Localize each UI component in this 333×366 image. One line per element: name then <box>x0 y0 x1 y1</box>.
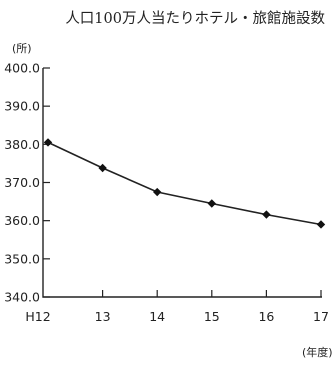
y-tick-label: 360.0 <box>4 213 40 228</box>
data-point-marker <box>262 210 271 219</box>
y-tick-label: 400.0 <box>4 61 40 76</box>
y-tick-label: 370.0 <box>4 175 40 190</box>
x-axis-unit: (年度) <box>302 345 333 359</box>
x-tick-label: H12 <box>25 309 50 324</box>
series-line <box>47 141 322 226</box>
x-axis-ticks: H12 13 14 15 16 17 <box>25 290 329 324</box>
y-tick-label: 390.0 <box>4 99 40 114</box>
y-tick-label: 350.0 <box>4 251 40 266</box>
y-axis-unit: (所) <box>12 42 32 55</box>
x-tick-label: 16 <box>258 309 274 324</box>
data-point-marker <box>316 220 326 229</box>
y-axis <box>42 68 322 298</box>
data-point-marker <box>153 187 162 197</box>
y-tick-label: 380.0 <box>4 137 40 152</box>
x-tick-label: 15 <box>204 309 220 324</box>
x-tick-label: 14 <box>149 309 165 324</box>
y-axis-ticks: 400.0 390.0 380.0 370.0 360.0 350.0 340.0 <box>4 61 50 305</box>
y-tick-label: 340.0 <box>4 290 40 305</box>
data-point-marker <box>98 163 107 173</box>
x-tick-label: 17 <box>313 309 329 324</box>
data-point-marker <box>43 138 53 147</box>
data-markers <box>43 138 326 229</box>
x-tick-label: 13 <box>95 309 111 324</box>
chart-title: 人口100万人当たりホテル・旅館施設数 <box>65 10 325 27</box>
data-point-marker <box>207 199 216 208</box>
